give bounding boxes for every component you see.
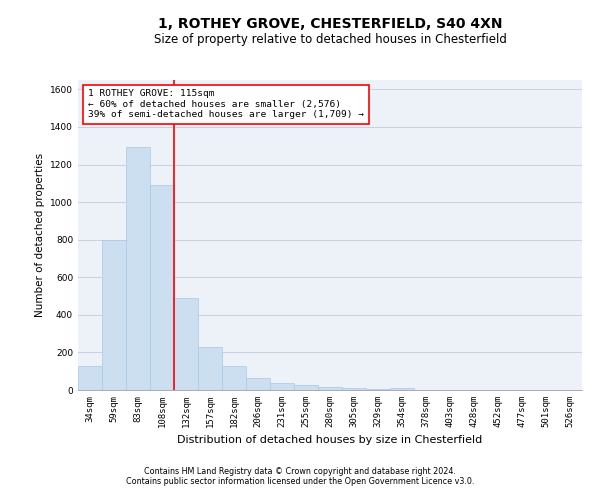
X-axis label: Distribution of detached houses by size in Chesterfield: Distribution of detached houses by size … bbox=[178, 436, 482, 446]
Bar bbox=[102, 240, 126, 390]
Text: Size of property relative to detached houses in Chesterfield: Size of property relative to detached ho… bbox=[154, 32, 506, 46]
Y-axis label: Number of detached properties: Number of detached properties bbox=[35, 153, 44, 317]
Bar bbox=[150, 185, 174, 390]
Bar bbox=[342, 388, 366, 390]
Bar bbox=[270, 383, 294, 390]
Bar bbox=[246, 378, 270, 390]
Bar bbox=[198, 347, 222, 390]
Bar bbox=[390, 388, 414, 390]
Text: Contains HM Land Registry data © Crown copyright and database right 2024.: Contains HM Land Registry data © Crown c… bbox=[144, 467, 456, 476]
Bar bbox=[78, 366, 102, 390]
Bar bbox=[366, 388, 390, 390]
Text: 1, ROTHEY GROVE, CHESTERFIELD, S40 4XN: 1, ROTHEY GROVE, CHESTERFIELD, S40 4XN bbox=[158, 18, 502, 32]
Bar bbox=[318, 387, 342, 390]
Text: 1 ROTHEY GROVE: 115sqm
← 60% of detached houses are smaller (2,576)
39% of semi-: 1 ROTHEY GROVE: 115sqm ← 60% of detached… bbox=[88, 90, 364, 119]
Bar bbox=[126, 146, 150, 390]
Bar bbox=[222, 366, 246, 390]
Bar bbox=[294, 386, 318, 390]
Bar bbox=[174, 298, 198, 390]
Text: Contains public sector information licensed under the Open Government Licence v3: Contains public sector information licen… bbox=[126, 477, 474, 486]
